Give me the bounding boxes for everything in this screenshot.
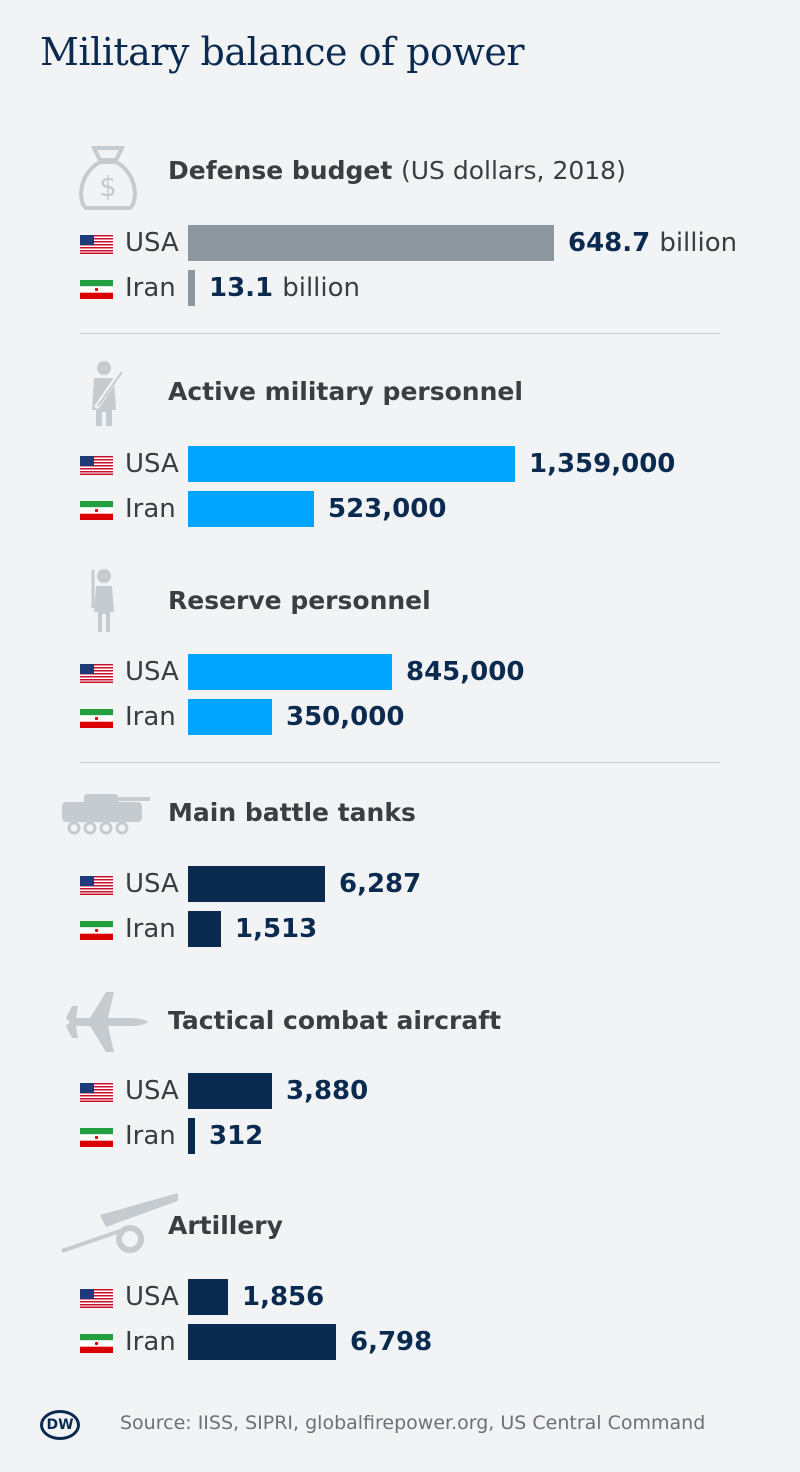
value-suffix: billion [282, 273, 361, 303]
value-number: 13.1 [209, 273, 274, 303]
country-label: USA [125, 228, 179, 258]
bar-row-usa: USA 3,880 [0, 1073, 800, 1109]
country-label: USA [125, 657, 179, 687]
usa-flag-icon [80, 876, 113, 895]
value-label: 845,000 [406, 657, 525, 687]
divider [80, 762, 720, 763]
value-label: 523,000 [328, 494, 447, 524]
bar-row-usa: USA 845,000 [0, 654, 800, 690]
bar [188, 446, 515, 482]
country-label: Iran [125, 273, 176, 303]
section-title: Reserve personnel [168, 586, 431, 615]
bar-row-iran: Iran 312 [0, 1118, 800, 1154]
bar [188, 1279, 228, 1315]
country-label: USA [125, 449, 179, 479]
value-label: 6,287 [339, 869, 422, 899]
country-label: Iran [125, 1327, 176, 1357]
value-number: 648.7 [568, 228, 651, 258]
jet-icon [66, 992, 148, 1052]
bar-row-iran: Iran 523,000 [0, 491, 800, 527]
dw-logo: DW [40, 1410, 80, 1440]
bar-row-usa: USA 648.7 billion [0, 225, 800, 261]
bar [188, 911, 221, 947]
bar [188, 1118, 195, 1154]
usa-flag-icon [80, 1289, 113, 1308]
usa-flag-icon [80, 664, 113, 683]
svg-text:$: $ [99, 170, 117, 203]
bar [188, 866, 325, 902]
bar-row-iran: Iran 13.1 billion [0, 270, 800, 306]
bar-row-usa: USA 6,287 [0, 866, 800, 902]
country-label: Iran [125, 494, 176, 524]
bar-row-iran: Iran 6,798 [0, 1324, 800, 1360]
iran-flag-icon [80, 1128, 113, 1147]
tank-icon [62, 794, 150, 835]
bar-row-usa: USA 1,359,000 [0, 446, 800, 482]
country-label: USA [125, 1076, 179, 1106]
value-label: 648.7 billion [568, 225, 737, 261]
bar [188, 1073, 272, 1109]
bar [188, 225, 554, 261]
value-label: 6,798 [350, 1327, 433, 1357]
iran-flag-icon [80, 1334, 113, 1353]
reserve-soldier-icon [91, 569, 114, 632]
bar-row-usa: USA 1,856 [0, 1279, 800, 1315]
bar [188, 699, 272, 735]
country-label: USA [125, 869, 179, 899]
section-unit: (US dollars, 2018) [401, 156, 626, 185]
usa-flag-icon [80, 1083, 113, 1102]
section-title: Active military personnel [168, 377, 523, 406]
bar [188, 491, 314, 527]
iran-flag-icon [80, 501, 113, 520]
value-label: 1,513 [235, 914, 318, 944]
source-note: Source: IISS, SIPRI, globalfirepower.org… [120, 1412, 706, 1434]
footer: DW Source: IISS, SIPRI, globalfirepower.… [40, 1410, 760, 1446]
country-label: Iran [125, 1121, 176, 1151]
bar-row-iran: Iran 1,513 [0, 911, 800, 947]
bar [188, 270, 195, 306]
iran-flag-icon [80, 280, 113, 299]
bar [188, 1324, 336, 1360]
value-label: 312 [209, 1121, 264, 1151]
page-title: Military balance of power [40, 30, 525, 74]
country-label: Iran [125, 914, 176, 944]
value-label: 3,880 [286, 1076, 369, 1106]
section-title: Artillery [168, 1211, 283, 1240]
country-label: USA [125, 1282, 179, 1312]
value-label: 350,000 [286, 702, 405, 732]
value-label: 13.1 billion [209, 270, 360, 306]
bar-row-iran: Iran 350,000 [0, 699, 800, 735]
section-title: Defense budget [168, 156, 393, 185]
soldier-icon [92, 361, 125, 426]
iran-flag-icon [80, 921, 113, 940]
usa-flag-icon [80, 235, 113, 254]
iran-flag-icon [80, 709, 113, 728]
value-suffix: billion [659, 228, 738, 258]
divider [80, 333, 720, 334]
usa-flag-icon [80, 456, 113, 475]
bar [188, 654, 392, 690]
value-label: 1,856 [242, 1282, 325, 1312]
value-label: 1,359,000 [529, 449, 676, 479]
section-title: Main battle tanks [168, 798, 416, 827]
country-label: Iran [125, 702, 176, 732]
cannon-icon [61, 1192, 178, 1253]
section-title: Tactical combat aircraft [168, 1006, 502, 1035]
money-bag-icon: $ [79, 146, 137, 210]
